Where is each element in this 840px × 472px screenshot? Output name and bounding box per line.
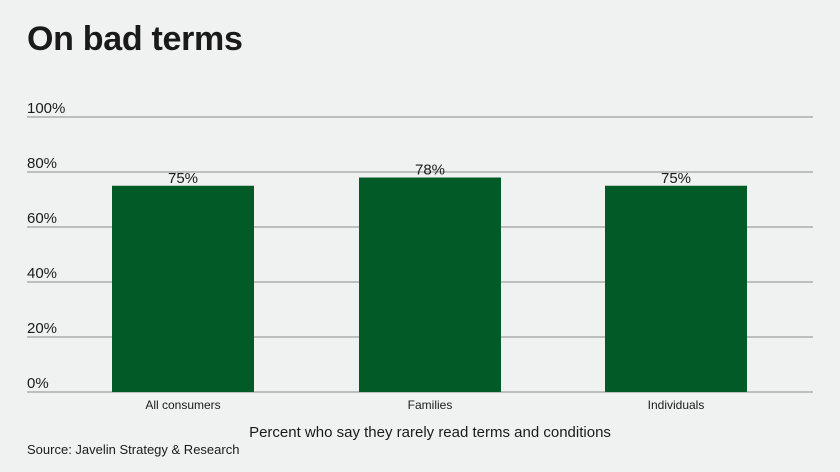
chart-title: On bad terms: [27, 20, 243, 58]
source-note: Source: Javelin Strategy & Research: [27, 442, 240, 457]
bar: [112, 185, 254, 392]
bar: [359, 177, 501, 392]
bar: [605, 185, 747, 392]
y-tick-label: 80%: [27, 155, 57, 172]
y-tick-label: 40%: [27, 265, 57, 282]
data-label: 75%: [168, 170, 198, 187]
data-label: 78%: [415, 162, 445, 179]
bars: [112, 177, 747, 392]
y-tick-label: 60%: [27, 210, 57, 227]
y-tick-label: 100%: [27, 100, 65, 117]
y-axis-ticks: 0% 20% 40% 60% 80% 100%: [27, 100, 65, 392]
x-tick-label: All consumers: [145, 398, 220, 412]
data-label: 75%: [661, 170, 691, 187]
x-tick-label: Families: [408, 398, 453, 412]
y-tick-label: 20%: [27, 320, 57, 337]
x-tick-label: Individuals: [648, 398, 705, 412]
x-axis-label: Percent who say they rarely read terms a…: [249, 424, 611, 441]
x-axis-ticks: All consumers Families Individuals: [145, 398, 704, 412]
data-labels: 75% 78% 75%: [168, 162, 691, 187]
y-tick-label: 0%: [27, 375, 49, 392]
